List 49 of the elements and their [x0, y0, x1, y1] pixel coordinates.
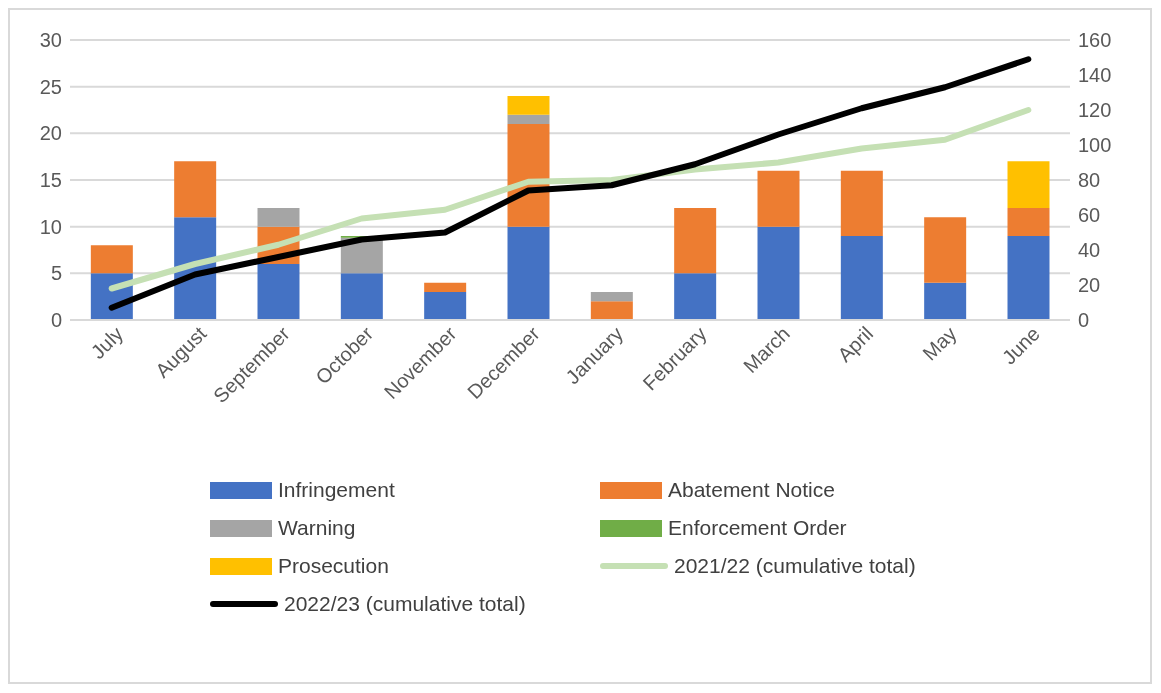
y2-tick-label: 100	[1078, 134, 1112, 157]
y-tick-label: 20	[39, 122, 62, 145]
bar	[757, 170, 800, 227]
bar	[424, 292, 467, 320]
y-tick-label: 10	[39, 215, 62, 238]
bar	[507, 114, 550, 124]
bar	[924, 282, 967, 320]
y2-tick-label: 120	[1078, 99, 1112, 122]
bar	[590, 292, 633, 302]
y-tick-label: 5	[50, 262, 62, 285]
y2-tick-label: 160	[1078, 29, 1112, 52]
legend-label: Enforcement Order	[668, 516, 847, 540]
bar	[590, 301, 633, 320]
legend-label: Infringement	[278, 478, 395, 502]
x-tick-label: June	[997, 322, 1044, 369]
bar	[257, 264, 300, 320]
legend-label: Prosecution	[278, 554, 389, 578]
y2-tick-label: 60	[1078, 204, 1101, 227]
y2-tick-label: 0	[1078, 309, 1090, 332]
y2-tick-label: 140	[1078, 64, 1112, 87]
bar	[424, 282, 467, 292]
legend-label: Warning	[278, 516, 356, 540]
y-tick-label: 30	[39, 29, 62, 52]
bar	[924, 217, 967, 283]
bar	[1007, 208, 1050, 236]
bar	[674, 208, 717, 274]
bar	[257, 208, 300, 227]
bar	[840, 236, 883, 320]
x-tick-label: July	[86, 322, 128, 364]
bar	[340, 273, 383, 320]
bar	[174, 161, 217, 218]
y2-tick-label: 40	[1078, 239, 1101, 262]
bar	[507, 96, 550, 115]
y2-tick-label: 80	[1078, 169, 1101, 192]
x-tick-label: May	[918, 322, 961, 365]
bar	[840, 170, 883, 236]
legend-label: 2022/23 (cumulative total)	[284, 592, 526, 616]
y-tick-label: 0	[50, 309, 62, 332]
y-tick-label: 15	[39, 169, 62, 192]
bar	[674, 273, 717, 320]
y2-tick-label: 20	[1078, 274, 1101, 297]
bar	[90, 245, 133, 274]
bar	[1007, 236, 1050, 320]
y-tick-label: 25	[39, 75, 62, 98]
bar	[757, 226, 800, 320]
bar	[1007, 161, 1050, 208]
bar	[507, 226, 550, 320]
legend-label: Abatement Notice	[668, 478, 835, 502]
legend-label: 2021/22 (cumulative total)	[674, 554, 916, 578]
